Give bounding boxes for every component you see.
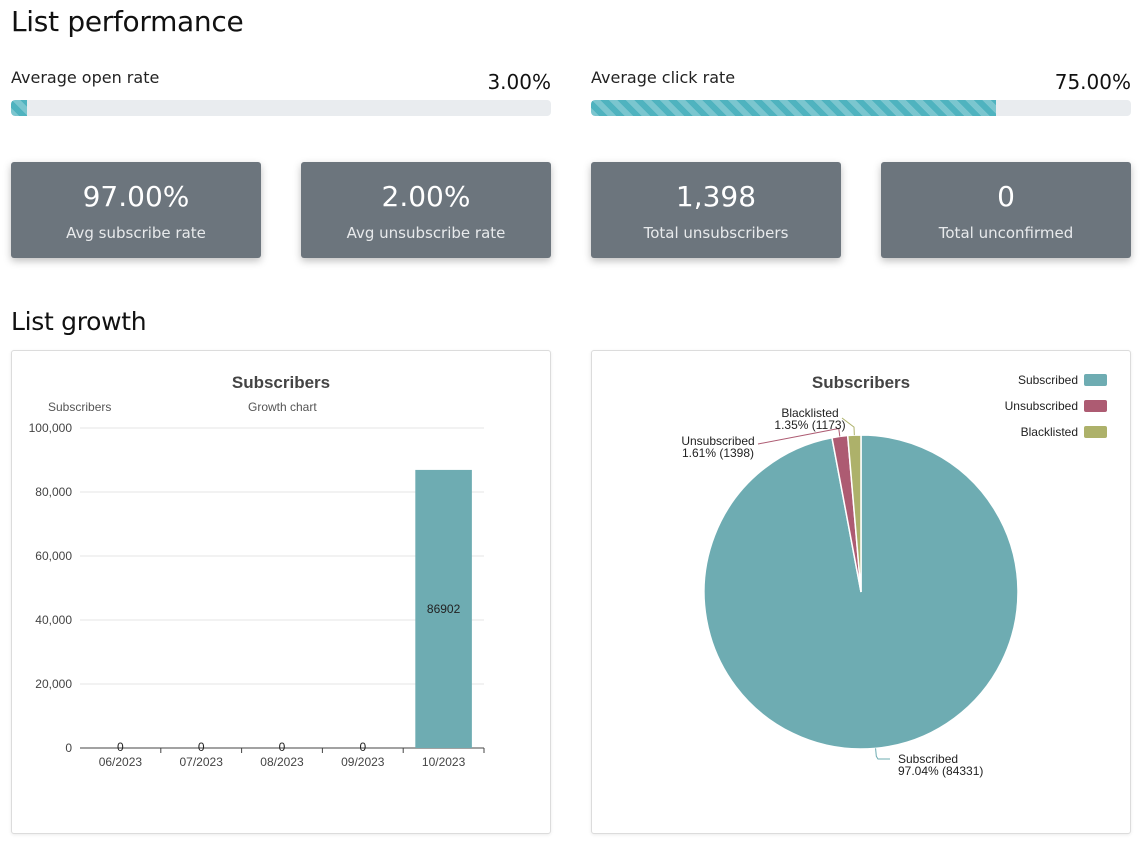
bar-data-label: 0 (198, 740, 205, 754)
bar-chart-panel: Subscribers Subscribers Growth chart 0 20… (11, 350, 551, 834)
legend-swatch[interactable] (1084, 426, 1107, 438)
open-rate-label: Average open rate (11, 68, 160, 87)
y-tick-label: 80,000 (35, 485, 72, 499)
bar-data-label: 86902 (427, 602, 461, 616)
x-tick-label: 09/2023 (341, 755, 385, 769)
stat-label: Avg unsubscribe rate (346, 224, 506, 242)
stat-card-total-unsubscribers: 1,398 Total unsubscribers (591, 162, 841, 258)
stat-card-subscribe-rate: 97.00% Avg subscribe rate (11, 162, 261, 258)
bar-chart: Subscribers Subscribers Growth chart 0 20… (29, 373, 485, 769)
y-tick-label: 20,000 (35, 677, 72, 691)
bar-data-label: 0 (117, 740, 124, 754)
page-title: List performance (11, 5, 244, 38)
open-rate-progress (11, 100, 551, 116)
pie-label-value: 1.35% (1173) (774, 418, 845, 432)
legend-label: Blacklisted (1021, 425, 1078, 439)
y-tick-label: 100,000 (29, 421, 73, 435)
stat-value: 2.00% (381, 180, 471, 213)
open-rate-value: 3.00% (487, 70, 551, 94)
bar-chart-subtitle-left: Subscribers (48, 400, 111, 414)
legend-label: Unsubscribed (1005, 399, 1078, 413)
stat-value: 97.00% (82, 180, 190, 213)
x-tick-label: 07/2023 (180, 755, 224, 769)
open-rate-progress-fill (11, 100, 28, 116)
y-tick-label: 40,000 (35, 613, 72, 627)
stat-card-unsubscribe-rate: 2.00% Avg unsubscribe rate (301, 162, 551, 258)
pie-slice-blacklisted[interactable] (846, 434, 862, 593)
section-title-list-growth: List growth (11, 307, 147, 336)
pie-label-name: Blacklisted (781, 406, 838, 420)
bar-data-label: 0 (359, 740, 366, 754)
click-rate-progress-fill (591, 100, 996, 116)
bar-chart-title: Subscribers (232, 373, 330, 392)
pie-leader-line (841, 417, 855, 436)
pie-label-value: 97.04% (84331) (898, 764, 983, 778)
y-tick-label: 0 (65, 741, 72, 755)
pie-leader-line (757, 427, 841, 445)
stat-label: Avg subscribe rate (66, 224, 206, 242)
bar[interactable] (415, 469, 472, 748)
click-rate-progress (591, 100, 1131, 116)
stat-value: 0 (997, 180, 1015, 213)
y-tick-label: 60,000 (35, 549, 72, 563)
pie-label-value: 1.61% (1398) (682, 446, 754, 460)
stat-label: Total unsubscribers (643, 224, 789, 242)
stat-label: Total unconfirmed (938, 224, 1074, 242)
legend-label: Subscribed (1018, 373, 1078, 387)
pie-leader-line (875, 748, 890, 760)
stat-value: 1,398 (675, 180, 757, 213)
click-rate-value: 75.00% (1054, 70, 1131, 94)
stat-card-total-unconfirmed: 0 Total unconfirmed (881, 162, 1131, 258)
bar-chart-subtitle-right: Growth chart (248, 400, 317, 414)
x-tick-label: 08/2023 (260, 755, 304, 769)
legend-swatch[interactable] (1084, 400, 1107, 412)
pie-label-name: Subscribed (898, 752, 958, 766)
click-rate-label: Average click rate (591, 68, 736, 87)
x-tick-label: 10/2023 (422, 755, 466, 769)
pie-chart-title: Subscribers (812, 373, 910, 392)
legend-swatch[interactable] (1084, 374, 1107, 386)
bar-data-label: 0 (279, 740, 286, 754)
pie-chart-panel: Subscribers Subscribed 97.04% (84331) Unsu… (591, 350, 1131, 834)
x-tick-label: 06/2023 (99, 755, 143, 769)
pie-label-name: Unsubscribed (681, 434, 754, 448)
